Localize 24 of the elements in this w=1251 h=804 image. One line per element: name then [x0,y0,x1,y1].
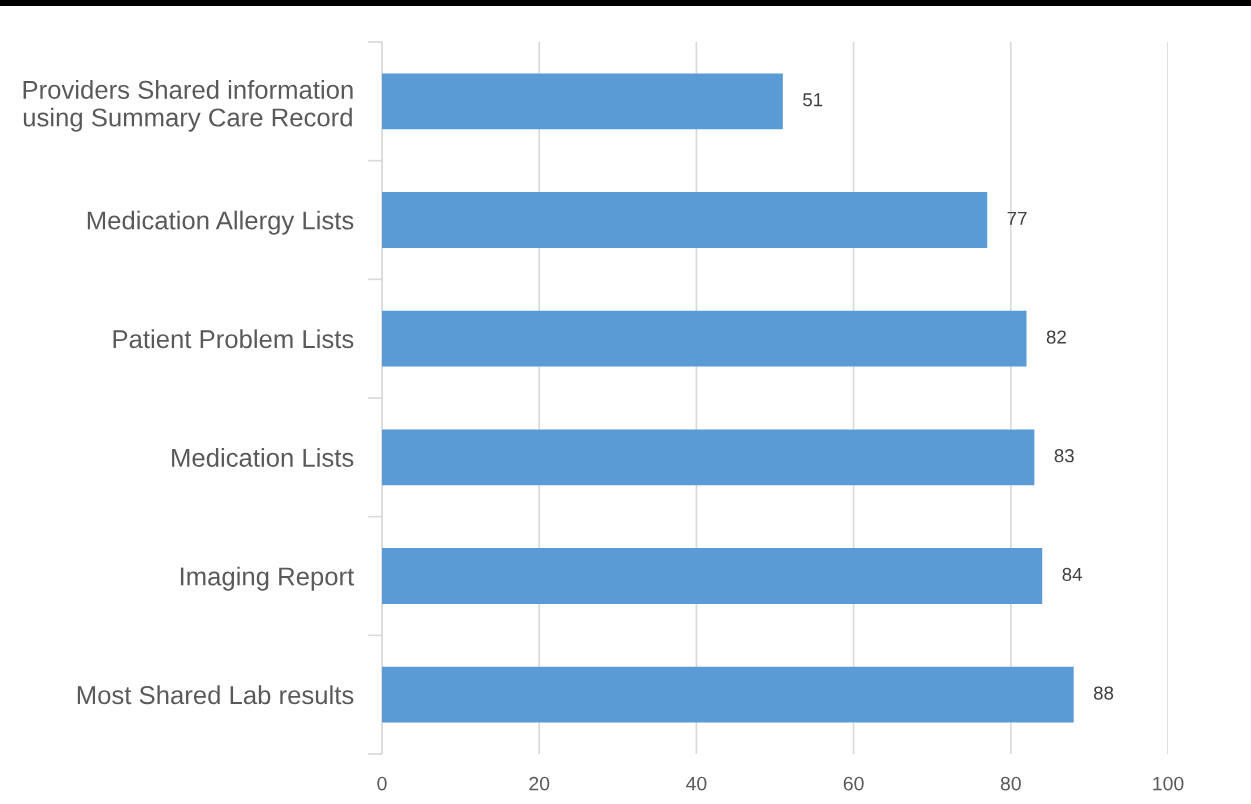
y-tick-label: Most Shared Lab results [77,685,354,705]
data-label: 88 [1093,686,1114,700]
y-tick-label: Patient Problem Lists [113,329,354,349]
data-label: 84 [1062,567,1082,582]
y-tick-label: Imaging Report [180,566,355,591]
x-tick-label: 40 [686,776,707,791]
x-tick-label: 80 [1000,776,1021,791]
bar [382,548,1043,604]
bar [382,666,1074,723]
y-tick-label: Medication Lists [172,448,354,467]
x-tick-label: 20 [529,776,550,791]
data-label: 82 [1046,330,1066,344]
x-tick-label: 100 [1153,776,1184,791]
bar [382,310,1027,367]
x-tick-label: 0 [377,776,387,791]
bar [382,192,988,248]
y-tick-label: Medication Allergy Lists [87,210,354,235]
data-label: 51 [803,93,823,107]
bar [382,73,783,130]
data-label: 77 [1007,211,1027,225]
data-label: 83 [1054,449,1074,463]
x-tick-label: 60 [843,776,864,791]
y-tick-label: Providers Shared information using Summary Care Record [23,80,353,132]
bar [382,429,1035,486]
